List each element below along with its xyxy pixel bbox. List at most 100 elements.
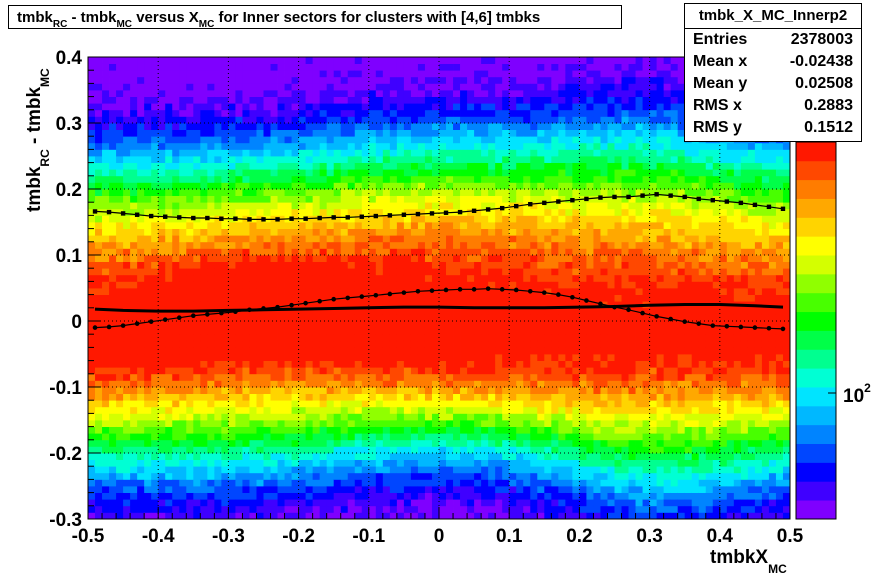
heatmap-cell (565, 393, 573, 401)
heatmap-cell (509, 96, 517, 104)
heatmap-cell (291, 472, 299, 480)
heatmap-cell (277, 479, 285, 487)
heatmap-cell (368, 96, 377, 104)
heatmap-cell (277, 222, 285, 229)
heatmap-cell (389, 215, 398, 223)
heatmap-cell (256, 433, 264, 441)
heatmap-cell (488, 393, 496, 401)
heatmap-cell (565, 116, 573, 124)
heatmap-cell (579, 261, 587, 269)
heatmap-cell (537, 162, 545, 170)
heatmap-cell (277, 261, 285, 269)
heatmap-cell (102, 248, 110, 256)
heatmap-cell (488, 136, 496, 144)
heatmap-cell (109, 486, 117, 493)
heatmap-cell (242, 76, 250, 84)
heatmap-cell (495, 235, 503, 243)
heatmap-cell (502, 195, 510, 203)
heatmap-cell (144, 367, 152, 375)
heatmap-cell (326, 321, 335, 328)
heatmap-cell (277, 189, 285, 196)
heatmap-cell (488, 103, 496, 111)
heatmap-cell (389, 472, 398, 480)
heatmap-cell (270, 294, 278, 302)
heatmap-cell (242, 466, 250, 474)
heatmap-cell (228, 413, 236, 421)
heatmap-cell (312, 426, 321, 434)
heatmap-cell (263, 57, 271, 64)
heatmap-cell (467, 57, 475, 64)
heatmap-cell (417, 268, 426, 276)
heatmap-cell (354, 162, 363, 170)
heatmap-cell (424, 472, 433, 480)
heatmap-cell (495, 228, 503, 236)
heatmap-cell (207, 235, 215, 243)
heatmap-cell (481, 426, 489, 434)
heatmap-cell (249, 189, 257, 196)
heatmap-cell (291, 274, 299, 282)
heatmap-cell (326, 136, 335, 144)
heatmap-cell (228, 327, 236, 335)
heatmap-cell (165, 400, 173, 408)
heatmap-cell (396, 426, 405, 434)
heatmap-cell (214, 169, 222, 177)
heatmap-cell (291, 142, 299, 150)
heatmap-cell (530, 123, 538, 130)
heatmap-cell (474, 222, 482, 229)
heatmap-cell (382, 426, 391, 434)
heatmap-cell (130, 149, 138, 157)
heatmap-cell (242, 439, 250, 447)
heatmap-cell (460, 420, 468, 427)
heatmap-cell (291, 136, 299, 144)
heatmap-cell (474, 228, 482, 236)
heatmap-cell (256, 162, 264, 170)
heatmap-cell (151, 129, 159, 137)
heatmap-cell (242, 327, 250, 335)
heatmap-cell (312, 175, 321, 183)
heatmap-cell (523, 406, 531, 414)
heatmap-cell (431, 492, 440, 500)
heatmap-cell (256, 57, 264, 64)
heatmap-cell (263, 307, 271, 315)
heatmap-cell (179, 288, 187, 295)
heatmap-cell (158, 420, 166, 427)
heatmap-cell (481, 288, 489, 295)
heatmap-cell (235, 439, 243, 447)
heatmap-cell (186, 129, 194, 137)
heatmap-cell (417, 228, 426, 236)
heatmap-cell (235, 406, 243, 414)
heatmap-cell (516, 83, 524, 91)
heatmap-cell (277, 486, 285, 493)
heatmap-cell (298, 400, 307, 408)
heatmap-cell (523, 241, 531, 249)
heatmap-cell (284, 486, 292, 493)
heatmap-cell (410, 208, 419, 216)
heatmap-cell (453, 281, 461, 289)
heatmap-cell (417, 281, 426, 289)
heatmap-cell (193, 354, 201, 361)
heatmap-cell (502, 466, 510, 474)
heatmap-cell (544, 360, 552, 368)
heatmap-cell (516, 228, 524, 236)
heatmap-cell (354, 393, 363, 401)
heatmap-cell (102, 228, 110, 236)
heatmap-cell (263, 255, 271, 262)
heatmap-cell (347, 439, 356, 447)
heatmap-cell (424, 241, 433, 249)
heatmap-cell (179, 83, 187, 91)
heatmap-cell (312, 208, 321, 216)
heatmap-cell (172, 446, 180, 454)
heatmap-cell (193, 215, 201, 223)
heatmap-cell (354, 420, 363, 427)
heatmap-cell (579, 129, 587, 137)
heatmap-cell (495, 162, 503, 170)
heatmap-cell (312, 90, 321, 97)
heatmap-cell (410, 393, 419, 401)
heatmap-cell (340, 228, 349, 236)
heatmap-cell (347, 202, 356, 210)
heatmap-cell (228, 274, 236, 282)
heatmap-cell (453, 321, 461, 328)
heatmap-cell (158, 103, 166, 111)
heatmap-cell (551, 63, 559, 71)
heatmap-cell (565, 307, 573, 315)
